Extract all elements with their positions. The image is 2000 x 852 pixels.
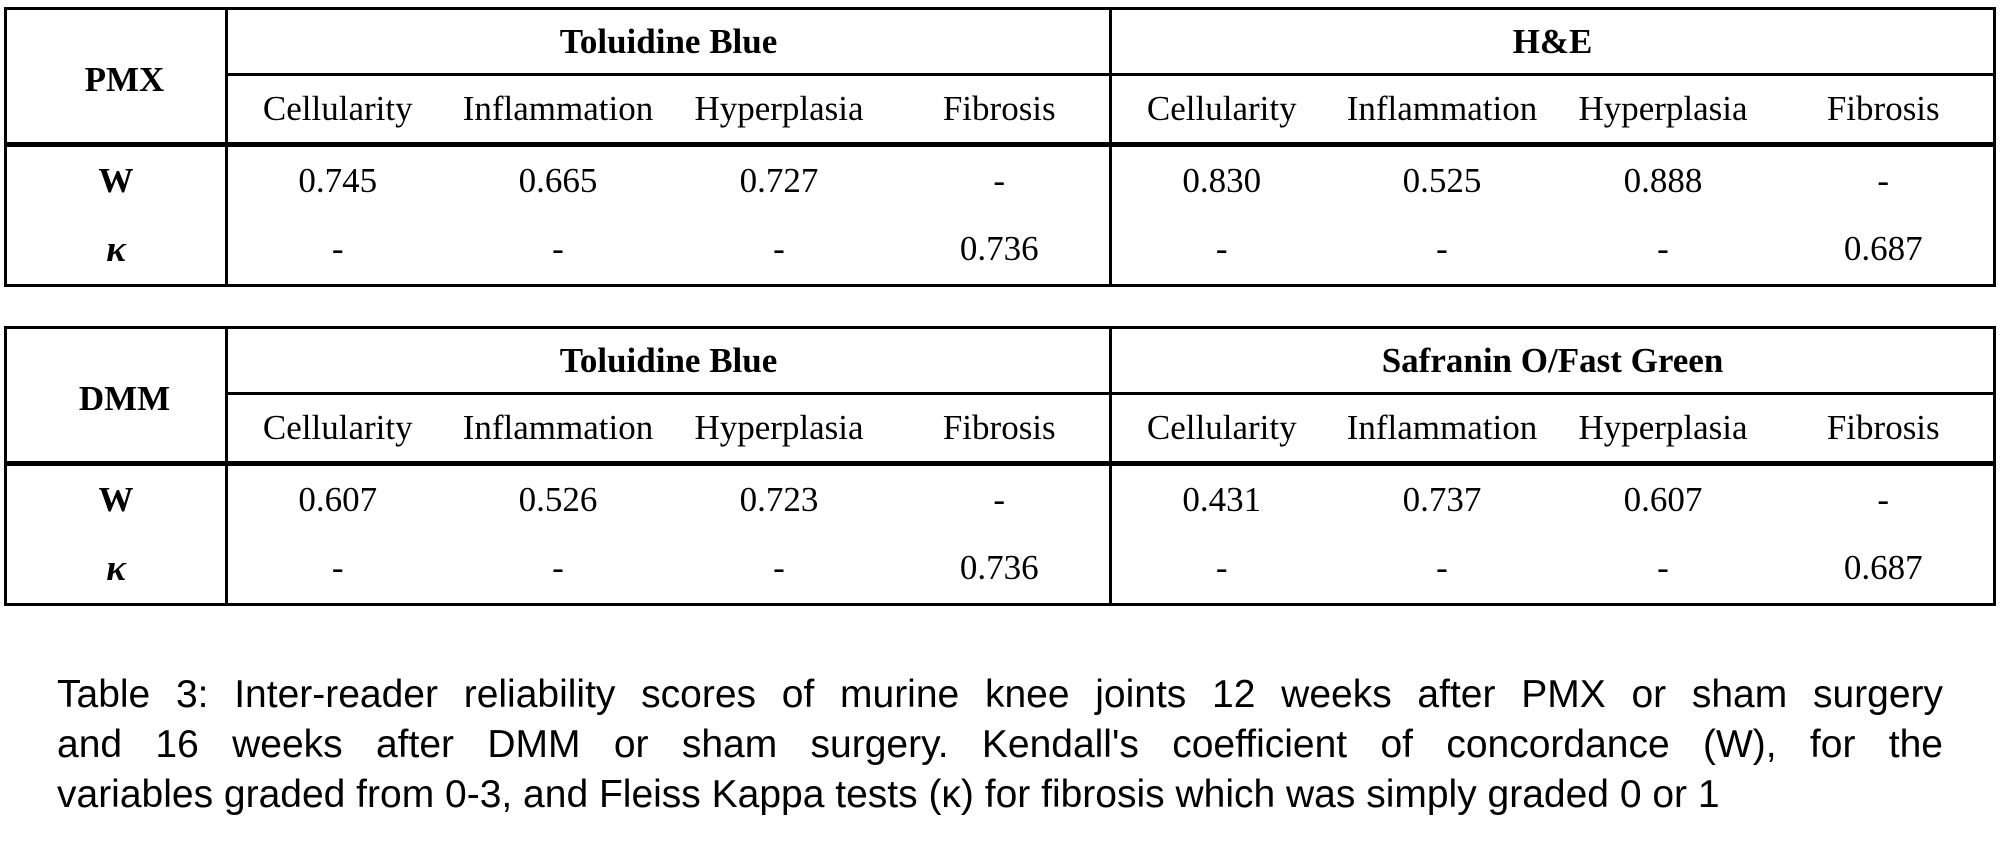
value-cell: - xyxy=(1436,229,1448,269)
stain-header: Toluidine Blue xyxy=(226,8,1112,76)
column-header: Fibrosis xyxy=(889,74,1112,147)
column-header: Cellularity xyxy=(1110,74,1332,147)
row-label: W xyxy=(5,463,228,534)
row-label: κ xyxy=(5,533,228,605)
stain-header: Safranin O/Fast Green xyxy=(1110,327,1995,395)
value-cell: 0.888 xyxy=(1623,160,1703,200)
row-label: W xyxy=(5,144,228,215)
group-label: DMM xyxy=(5,327,228,466)
value-cell: - xyxy=(1215,548,1228,588)
table-row: κ - - - 0.736 - - - 0.687 xyxy=(5,533,1995,605)
value-cell: - xyxy=(1877,479,1890,519)
caption-line: variables graded from 0-3, and Fleiss Ka… xyxy=(57,773,1720,816)
table-row: W 0.745 0.665 0.727 - 0.830 0.525 0.888 … xyxy=(5,144,1995,215)
value-cell: 0.737 xyxy=(1402,479,1482,519)
value-cell: - xyxy=(331,548,344,588)
column-header: Inflammation xyxy=(1331,74,1553,147)
value-cell: 0.525 xyxy=(1402,160,1482,200)
value-cell: - xyxy=(773,548,785,588)
value-cell: 0.665 xyxy=(518,160,598,200)
value-cell: 0.687 xyxy=(1843,548,1923,588)
value-cell: 0.607 xyxy=(298,479,378,519)
column-header: Hyperplasia xyxy=(668,393,890,466)
column-header: Cellularity xyxy=(226,74,448,147)
row-label: κ xyxy=(5,214,228,286)
caption-line: Table 3: Inter-reader reliability scores… xyxy=(57,673,1943,716)
table-caption: Table 3: Inter-reader reliability scores… xyxy=(57,670,1943,820)
value-cell: - xyxy=(889,463,1112,534)
value-cell: - xyxy=(1877,160,1890,200)
group-label: PMX xyxy=(5,8,228,147)
column-header: Inflammation xyxy=(447,74,669,147)
column-header: Inflammation xyxy=(1331,393,1553,466)
stain-header: Toluidine Blue xyxy=(226,327,1112,395)
value-cell: - xyxy=(1215,229,1228,269)
column-header: Hyperplasia xyxy=(1552,74,1774,147)
value-cell: 0.526 xyxy=(518,479,598,519)
table-row: W 0.607 0.526 0.723 - 0.431 0.737 0.607 … xyxy=(5,463,1995,534)
column-header: Fibrosis xyxy=(1773,74,1995,147)
column-header: Hyperplasia xyxy=(1552,393,1774,466)
value-cell: 0.736 xyxy=(889,214,1112,286)
caption-line: and 16 weeks after DMM or sham surgery. … xyxy=(57,723,1943,766)
value-cell: 0.431 xyxy=(1182,479,1262,519)
value-cell: 0.607 xyxy=(1623,479,1703,519)
table-gap xyxy=(4,287,2000,326)
stain-header: H&E xyxy=(1110,8,1995,76)
value-cell: - xyxy=(1436,548,1448,588)
value-cell: - xyxy=(1657,229,1669,269)
pmx-table: PMX Toluidine Blue H&E Cellularity Infla… xyxy=(4,7,1996,287)
column-header: Fibrosis xyxy=(889,393,1112,466)
column-header: Cellularity xyxy=(1110,393,1332,466)
value-cell: 0.745 xyxy=(298,160,378,200)
value-cell: 0.830 xyxy=(1182,160,1262,200)
value-cell: 0.736 xyxy=(889,533,1112,605)
value-cell: - xyxy=(552,548,564,588)
value-cell: 0.723 xyxy=(739,479,819,519)
table-row: κ - - - 0.736 - - - 0.687 xyxy=(5,214,1995,286)
value-cell: - xyxy=(773,229,785,269)
column-header: Hyperplasia xyxy=(668,74,890,147)
column-header: Inflammation xyxy=(447,393,669,466)
column-header: Fibrosis xyxy=(1773,393,1995,466)
value-cell: - xyxy=(552,229,564,269)
value-cell: 0.687 xyxy=(1843,229,1923,269)
dmm-table: DMM Toluidine Blue Safranin O/Fast Green… xyxy=(4,326,1996,606)
value-cell: - xyxy=(331,229,344,269)
value-cell: - xyxy=(889,144,1112,215)
column-header: Cellularity xyxy=(226,393,448,466)
value-cell: 0.727 xyxy=(739,160,819,200)
value-cell: - xyxy=(1657,548,1669,588)
page: PMX Toluidine Blue H&E Cellularity Infla… xyxy=(4,7,2000,820)
